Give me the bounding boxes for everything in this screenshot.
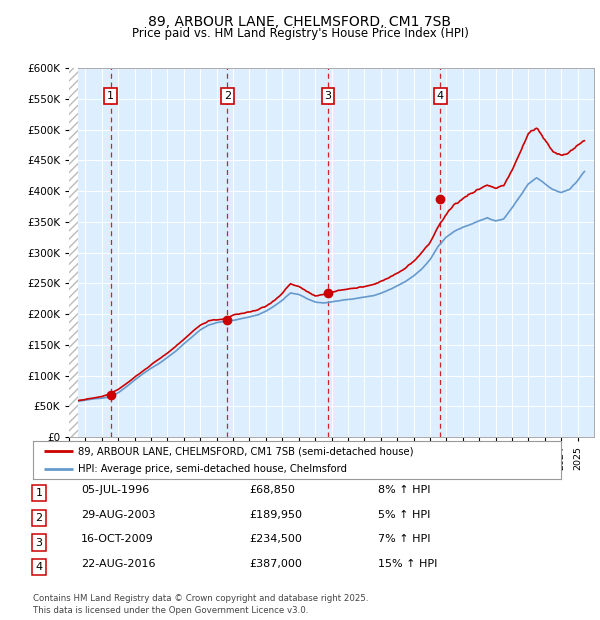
Text: 05-JUL-1996: 05-JUL-1996 — [81, 485, 149, 495]
Text: £234,500: £234,500 — [249, 534, 302, 544]
Text: Price paid vs. HM Land Registry's House Price Index (HPI): Price paid vs. HM Land Registry's House … — [131, 27, 469, 40]
Text: Contains HM Land Registry data © Crown copyright and database right 2025.
This d: Contains HM Land Registry data © Crown c… — [33, 594, 368, 615]
Text: 22-AUG-2016: 22-AUG-2016 — [81, 559, 155, 569]
Text: 4: 4 — [437, 91, 444, 101]
Text: 29-AUG-2003: 29-AUG-2003 — [81, 510, 155, 520]
Text: 3: 3 — [35, 538, 43, 547]
Text: 2: 2 — [35, 513, 43, 523]
Text: 16-OCT-2009: 16-OCT-2009 — [81, 534, 154, 544]
Text: 89, ARBOUR LANE, CHELMSFORD, CM1 7SB (semi-detached house): 89, ARBOUR LANE, CHELMSFORD, CM1 7SB (se… — [78, 446, 413, 456]
Text: 1: 1 — [107, 91, 114, 101]
Text: 4: 4 — [35, 562, 43, 572]
Text: £68,850: £68,850 — [249, 485, 295, 495]
Text: 7% ↑ HPI: 7% ↑ HPI — [378, 534, 431, 544]
Text: HPI: Average price, semi-detached house, Chelmsford: HPI: Average price, semi-detached house,… — [78, 464, 347, 474]
Text: 8% ↑ HPI: 8% ↑ HPI — [378, 485, 431, 495]
Text: 1: 1 — [35, 488, 43, 498]
Text: 3: 3 — [325, 91, 332, 101]
Text: 15% ↑ HPI: 15% ↑ HPI — [378, 559, 437, 569]
Bar — [69, 68, 78, 437]
Text: 2: 2 — [224, 91, 231, 101]
Text: 89, ARBOUR LANE, CHELMSFORD, CM1 7SB: 89, ARBOUR LANE, CHELMSFORD, CM1 7SB — [149, 16, 452, 30]
Text: 5% ↑ HPI: 5% ↑ HPI — [378, 510, 430, 520]
Text: £189,950: £189,950 — [249, 510, 302, 520]
Text: £387,000: £387,000 — [249, 559, 302, 569]
